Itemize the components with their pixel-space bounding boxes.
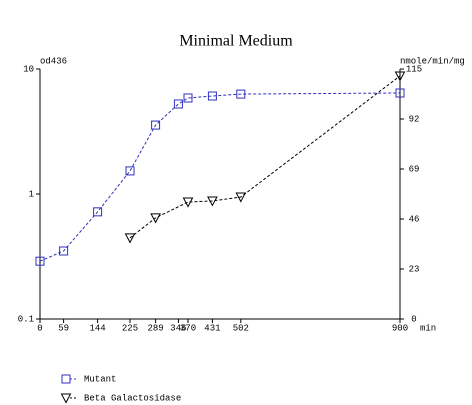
y2-tick-label: 46	[409, 214, 420, 224]
data-point	[235, 192, 247, 203]
data-point	[151, 120, 161, 130]
y2-tick-label: 69	[409, 164, 420, 174]
data-point	[182, 197, 194, 208]
data-point	[59, 246, 69, 256]
legend-label: Beta Galactosidase	[84, 393, 181, 403]
legend-label: Mutant	[84, 374, 116, 384]
series-line	[39, 92, 401, 262]
data-point	[173, 99, 183, 109]
data-point	[395, 88, 405, 98]
data-point	[183, 93, 193, 103]
data-point	[35, 256, 45, 266]
data-point	[124, 233, 136, 244]
data-point	[236, 89, 246, 99]
x-tick-label: 900	[392, 323, 408, 333]
legend-marker	[60, 393, 72, 404]
y2-tick-label: 115	[406, 64, 422, 74]
y2-tick-label: 23	[409, 264, 420, 274]
x-tick-label: 431	[204, 323, 220, 333]
x-tick-label: 59	[58, 323, 69, 333]
data-point	[150, 213, 161, 224]
x-tick-label: 289	[147, 323, 163, 333]
x-tick-label: 346	[170, 323, 186, 333]
y-tick-label: 0.1	[18, 314, 34, 324]
x-tick-label: 144	[89, 323, 105, 333]
data-point	[93, 207, 103, 217]
x-tick-label: 370	[180, 323, 196, 333]
data-point	[125, 166, 135, 176]
y2-tick-label: 0	[411, 314, 416, 324]
x-axis-label: min	[420, 323, 436, 333]
chart-title: Minimal Medium	[179, 33, 293, 50]
legend-marker	[61, 374, 71, 384]
x-tick-label: 502	[233, 323, 249, 333]
series-line	[129, 75, 401, 239]
y2-tick-label: 92	[409, 114, 420, 124]
x-tick-label: 0	[37, 323, 42, 333]
data-point	[207, 196, 218, 207]
data-point	[394, 71, 406, 82]
data-point	[207, 91, 217, 101]
y-tick-label: 10	[23, 64, 34, 74]
y2-axis-label: nmole/min/mg	[400, 56, 465, 66]
x-tick-label: 225	[122, 323, 138, 333]
y-axis-label: od436	[40, 56, 67, 66]
y-tick-label: 1	[29, 189, 34, 199]
